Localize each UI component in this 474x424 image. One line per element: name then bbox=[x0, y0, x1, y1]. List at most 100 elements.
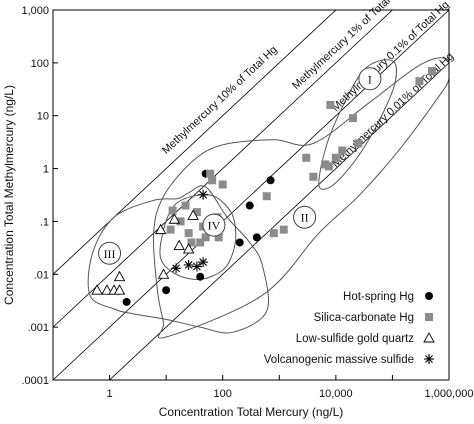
reference-line-labels: Methylmercury 10% of Total HgMethylmercu… bbox=[160, 0, 456, 170]
data-point bbox=[196, 238, 205, 247]
y-tick-label: .1 bbox=[40, 216, 49, 228]
data-point bbox=[184, 229, 193, 238]
data-point bbox=[214, 233, 223, 242]
x-axis-title: Concentration Total Mercury (ng/L) bbox=[159, 405, 344, 419]
legend-marker bbox=[424, 354, 434, 364]
data-point bbox=[269, 229, 278, 238]
data-point bbox=[354, 139, 363, 148]
data-point bbox=[309, 172, 318, 181]
data-point bbox=[168, 206, 177, 215]
data-point bbox=[122, 297, 131, 306]
data-point bbox=[181, 201, 190, 210]
reference-line bbox=[53, 10, 337, 275]
y-tick-label: .0001 bbox=[21, 375, 49, 387]
axes: 1 100 10,000 1,000,000 1,000 100 10 1 .1 .01 .001.… bbox=[21, 5, 473, 400]
legend-label: Volcanogenic massive sulfide bbox=[264, 354, 414, 366]
data-point bbox=[427, 67, 436, 76]
y-tick-label: 10 bbox=[37, 111, 49, 123]
field-label: III bbox=[104, 247, 116, 261]
data-point bbox=[157, 268, 170, 279]
field-outlines bbox=[87, 57, 449, 339]
reference-lines bbox=[53, 10, 449, 380]
data-point bbox=[331, 153, 340, 162]
data-point bbox=[252, 233, 261, 242]
reference-line bbox=[53, 10, 449, 380]
field-outline bbox=[152, 57, 449, 339]
field-label: IV bbox=[208, 219, 221, 233]
data-point bbox=[245, 201, 254, 210]
data-point bbox=[348, 114, 357, 123]
y-tick-label: .001 bbox=[28, 322, 49, 334]
data-point bbox=[182, 243, 195, 254]
data-point bbox=[326, 100, 335, 109]
reference-line bbox=[53, 10, 394, 328]
field-label-circle bbox=[358, 67, 382, 91]
asterisk-stroke bbox=[172, 264, 181, 273]
legend-marker bbox=[425, 292, 433, 300]
y-tick-label: .01 bbox=[34, 269, 49, 281]
data-point bbox=[162, 286, 171, 295]
data-point bbox=[191, 261, 202, 272]
field-label: I bbox=[368, 72, 372, 86]
data-point bbox=[187, 209, 199, 220]
x-tick-label: 1 bbox=[107, 388, 113, 400]
legend-label: Low-sulfide gold quartz bbox=[296, 333, 415, 345]
x-tick-label: 100 bbox=[214, 388, 232, 400]
field-outline bbox=[318, 59, 397, 190]
data-point bbox=[324, 162, 333, 171]
data-point bbox=[235, 238, 244, 247]
data-point bbox=[201, 233, 210, 242]
asterisk-stroke bbox=[192, 262, 201, 271]
x-tick-label: 10,000 bbox=[319, 388, 353, 400]
field-label-circle bbox=[293, 205, 317, 229]
data-point bbox=[208, 176, 217, 185]
reference-line bbox=[108, 62, 449, 380]
data-point bbox=[218, 180, 227, 189]
data-point bbox=[176, 217, 185, 226]
data-point bbox=[198, 189, 209, 200]
legend: Hot-spring Hg Silica-carbonate Hg Low-sulf… bbox=[264, 291, 435, 366]
y-axis-title: Concentration Total Methylmercury (ng/L) bbox=[2, 85, 16, 305]
data-point bbox=[187, 238, 196, 247]
legend-marker bbox=[423, 332, 435, 343]
data-point bbox=[183, 259, 194, 270]
data-point bbox=[262, 192, 271, 201]
data-point bbox=[196, 272, 205, 281]
data-point bbox=[171, 263, 182, 274]
legend-marker bbox=[425, 313, 433, 321]
y-tick-label: 1 bbox=[43, 164, 49, 176]
field-outline bbox=[87, 185, 270, 334]
asterisk-stroke bbox=[199, 258, 208, 267]
data-point bbox=[101, 284, 113, 295]
y-tick-label: 1,000 bbox=[21, 5, 49, 17]
reference-line-label: Methylmercury 0.01% of Total Hg bbox=[330, 51, 456, 170]
field-label-circle bbox=[98, 241, 122, 265]
data-point bbox=[173, 239, 185, 250]
data-point bbox=[154, 223, 167, 235]
data-points bbox=[91, 67, 436, 306]
data-point bbox=[113, 284, 126, 295]
data-point bbox=[113, 270, 126, 282]
plot-frame bbox=[52, 9, 450, 381]
data-point bbox=[279, 225, 288, 234]
data-point bbox=[338, 146, 347, 155]
x-tick-label: 1,000,000 bbox=[425, 388, 474, 400]
data-point bbox=[415, 77, 424, 86]
y-tick-label: 100 bbox=[31, 58, 49, 70]
data-point bbox=[302, 153, 311, 162]
data-point bbox=[206, 169, 215, 178]
asterisk-stroke bbox=[184, 261, 193, 269]
data-point bbox=[198, 257, 209, 268]
field-label-circle bbox=[202, 213, 226, 237]
data-point bbox=[91, 284, 103, 295]
legend-label: Silica-carbonate Hg bbox=[314, 312, 414, 324]
legend-label: Hot-spring Hg bbox=[343, 291, 414, 303]
data-point bbox=[166, 225, 175, 234]
asterisk-stroke bbox=[199, 190, 208, 199]
data-point bbox=[168, 213, 181, 224]
field-label: II bbox=[301, 211, 309, 225]
data-point bbox=[266, 176, 275, 185]
asterisk-stroke bbox=[425, 355, 433, 363]
